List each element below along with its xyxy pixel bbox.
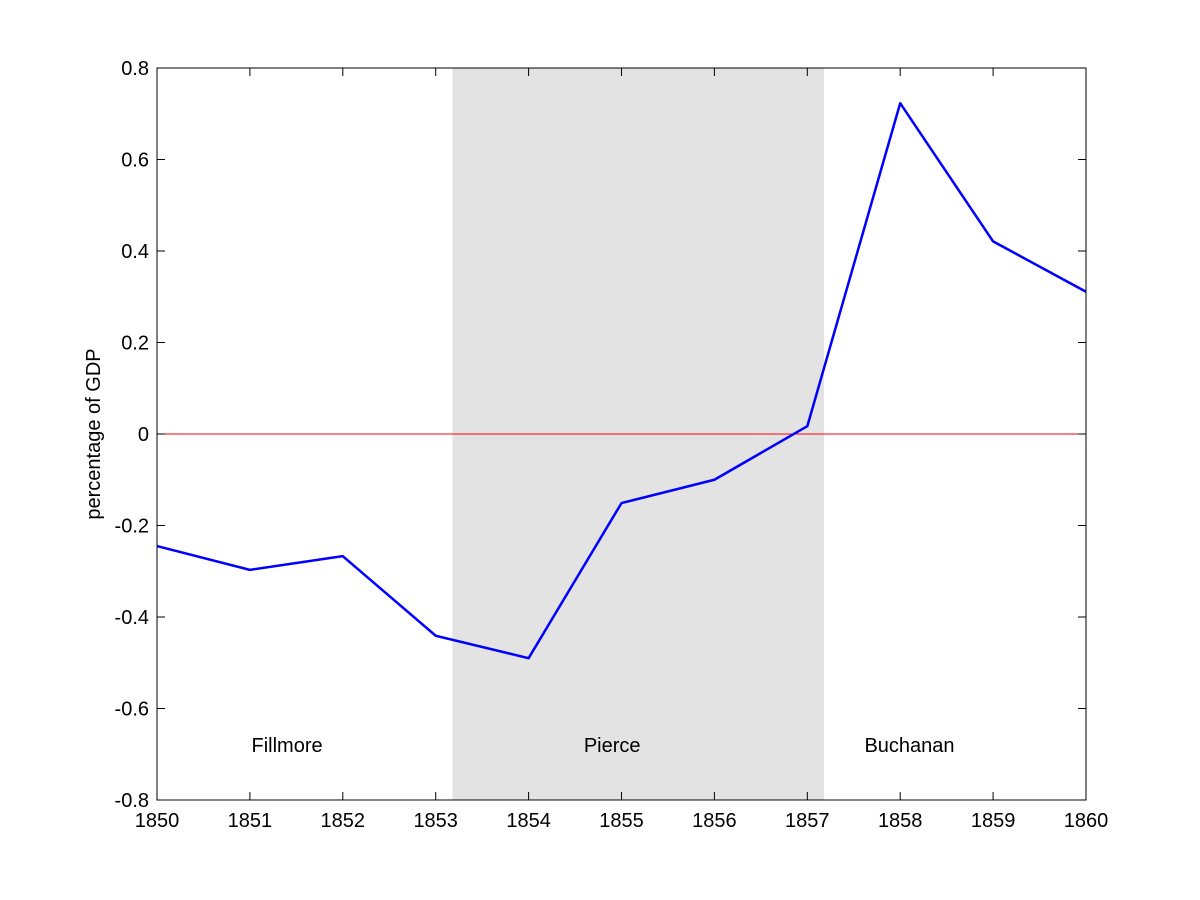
y-tick-label: -0.2	[115, 516, 149, 538]
y-tick-label: -0.8	[115, 790, 149, 812]
x-tick-label: 1860	[1064, 810, 1109, 832]
x-tick-label: 1853	[413, 810, 458, 832]
region-label-pierce: Pierce	[584, 735, 641, 757]
region-label-fillmore: Fillmore	[251, 735, 322, 757]
x-tick-label: 1857	[785, 810, 830, 832]
y-tick-label: -0.4	[115, 607, 149, 629]
x-tick-label: 1856	[692, 810, 737, 832]
region-annotations: Fillmore Pierce Buchanan	[251, 735, 954, 757]
y-axis-label: percentage of GDP	[83, 348, 105, 519]
y-tick-label: 0.4	[121, 241, 149, 263]
region-label-buchanan: Buchanan	[864, 735, 954, 757]
x-tick-label: 1851	[228, 810, 273, 832]
x-axis-ticks: 1850 1851 1852 1853 1854 1855 1856 1857 1858 1859…	[135, 68, 1109, 832]
y-tick-label: 0.8	[121, 58, 149, 80]
y-tick-label: 0	[138, 424, 149, 446]
x-tick-label: 1859	[971, 810, 1016, 832]
x-tick-label: 1854	[506, 810, 551, 832]
y-tick-label: -0.6	[115, 699, 149, 721]
y-tick-label: 0.6	[121, 150, 149, 172]
y-tick-label: 0.2	[121, 333, 149, 355]
x-tick-label: 1855	[599, 810, 644, 832]
data-series	[156, 101, 1087, 660]
x-tick-label: 1852	[321, 810, 366, 832]
y-axis-ticks: -0.8 -0.6 -0.4 -0.2 0 0.2 0.4 0.6 0.8	[115, 58, 1086, 812]
x-tick-label: 1850	[135, 810, 180, 832]
x-tick-label: 1858	[878, 810, 923, 832]
